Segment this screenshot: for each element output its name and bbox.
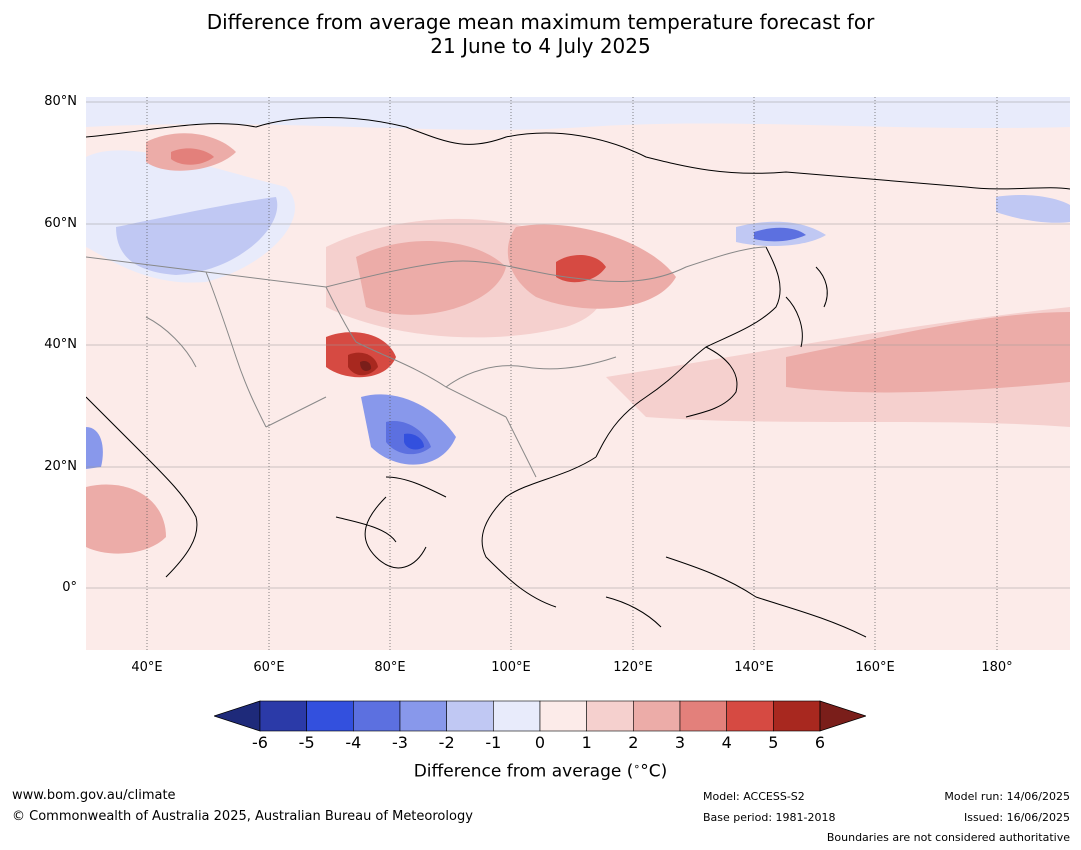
footer-base-period: Base period: 1981-2018	[703, 811, 836, 824]
cold-anomaly-kamchatka-core	[754, 227, 806, 242]
lon-label-160e: 160°E	[855, 660, 895, 675]
lon-label-60e: 60°E	[253, 660, 285, 675]
lon-label-120e: 120°E	[613, 660, 653, 675]
cold-anomaly-bering	[996, 194, 1070, 223]
colorbar	[214, 700, 866, 732]
colorbar-bin	[306, 700, 354, 732]
forecast-map	[86, 97, 1070, 650]
colorbar-bin	[726, 700, 774, 732]
graticule	[146, 97, 998, 650]
colorbar-tick-label: -1	[485, 733, 502, 752]
colorbar-bin	[679, 700, 727, 732]
colorbar-tick-label: 3	[674, 733, 686, 752]
colorbar-tick-label: 2	[628, 733, 639, 752]
lat-label-60n: 60°N	[44, 216, 77, 231]
colorbar-bin	[353, 700, 401, 732]
colorbar-tick-label: -2	[438, 733, 455, 752]
warm-anomaly-hindu-kush-peak	[360, 360, 372, 371]
lat-label-40n: 40°N	[44, 337, 77, 352]
warm-anomaly-mongolia-core	[556, 255, 606, 283]
colorbar-label-text: Difference from average (	[413, 761, 634, 782]
cold-anomaly-west-russia-core	[116, 197, 278, 275]
colorbar-tick-label: -4	[345, 733, 362, 752]
cold-anomaly-africa-east	[86, 427, 103, 469]
colorbar-bin	[633, 700, 681, 732]
lat-label-0: 0°	[62, 580, 77, 595]
cold-anomaly-bangladesh-peak	[404, 433, 424, 450]
colorbar-bin	[446, 700, 494, 732]
colorbar-bin	[259, 700, 307, 732]
cold-anomaly-arctic	[86, 97, 1070, 130]
map-canvas	[86, 97, 1070, 650]
lon-label-140e: 140°E	[734, 660, 774, 675]
colorbar-tick-label: -6	[252, 733, 268, 752]
colorbar-bin	[399, 700, 447, 732]
colorbar-extend-low	[214, 700, 261, 732]
footer-issued: Issued: 16/06/2025	[963, 811, 1070, 824]
colorbar-label-unit: °C)	[640, 761, 668, 782]
footer-model: Model: ACCESS-S2	[703, 790, 805, 803]
footer-website[interactable]: www.bom.gov.au/climate	[12, 788, 176, 803]
map-title: Difference from average mean maximum tem…	[0, 10, 1081, 58]
warm-anomaly-central-asia-inner	[356, 240, 506, 315]
lon-label-100e: 100°E	[491, 660, 531, 675]
colorbar-extend-high	[819, 700, 866, 732]
warm-anomaly-arabia	[86, 484, 166, 554]
warm-anomaly-scandinavia-core	[171, 148, 214, 165]
lat-label-20n: 20°N	[44, 459, 77, 474]
colorbar-tick-label: -5	[298, 733, 315, 752]
title-line-1: Difference from average mean maximum tem…	[206, 10, 875, 34]
lat-label-80n: 80°N	[44, 94, 77, 109]
colorbar-bin	[539, 700, 587, 732]
title-line-2: 21 June to 4 July 2025	[430, 34, 651, 58]
colorbar-bin	[586, 700, 634, 732]
lon-label-180: 180°	[981, 660, 1013, 675]
colorbar-tick-label: 6	[814, 733, 826, 752]
colorbar-bin	[773, 700, 821, 732]
colorbar-bin	[493, 700, 541, 732]
coastlines	[86, 117, 1070, 638]
lon-label-80e: 80°E	[374, 660, 406, 675]
colorbar-tick-label: 1	[581, 733, 592, 752]
colorbar-tick-label: -3	[392, 733, 408, 752]
colorbar-tick-label: 0	[534, 733, 546, 752]
colorbar-label: Difference from average (∘°C)	[413, 760, 668, 782]
footer-copyright: © Commonwealth of Australia 2025, Austra…	[12, 809, 473, 824]
national-boundaries	[86, 246, 767, 478]
footer-model-run: Model run: 14/06/2025	[944, 790, 1070, 803]
lon-label-40e: 40°E	[131, 660, 163, 675]
colorbar-tick-label: 5	[768, 733, 779, 752]
warm-anomaly-north-pacific-inner	[786, 312, 1070, 393]
anomaly-contours	[86, 97, 1070, 554]
colorbar-tick-label: 4	[721, 733, 732, 752]
footer-disclaimer: Boundaries are not considered authoritat…	[826, 831, 1070, 844]
